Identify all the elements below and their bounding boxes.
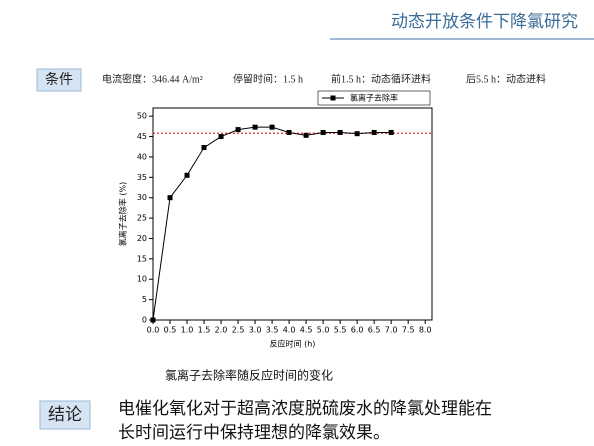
series-line [152,126,392,321]
point [184,172,190,178]
x-tick-label: 5.0 [317,326,330,335]
x-tick-label: 6.0 [351,326,364,335]
x-tick-label: 7.0 [385,326,398,335]
point [218,134,224,140]
point [167,195,173,201]
point [235,127,241,133]
point [286,129,292,135]
condition: 电流密度：346.44 A/m² [102,72,203,85]
legend-label: 氯离子去除率 [350,93,398,103]
x-tick-label: 5.5 [334,326,347,335]
y-tick-label: 45 [137,132,147,141]
legend-box [317,90,431,106]
plot-frame [152,107,433,321]
conclusion-box [39,400,91,430]
x-tick-label: 3.5 [266,326,279,335]
point [303,132,309,138]
y-tick-label: 20 [137,234,147,243]
point [388,129,394,135]
conclusion-text: 长时间运行中保持理想的降氯效果。 [118,423,390,443]
y-tick-label: 0 [142,316,147,325]
point [269,124,275,130]
x-tick-label: 4.5 [300,326,313,335]
point [252,124,258,130]
x-tick-label: 2.0 [215,326,228,335]
y-tick-label: 50 [137,112,147,121]
point [150,317,156,323]
condition: 后5.5 h：动态进料 [466,72,546,85]
point [320,129,326,135]
y-tick-label: 5 [142,295,147,304]
x-axis-label: 反应时间 (h) [270,339,316,349]
conclusion-text: 电催化氧化对于超高浓度脱硫废水的降氯处理能在 [118,399,492,419]
legend-marker [330,95,336,101]
x-tick-label: 1.0 [181,326,194,335]
conclusion-label: 结论 [48,405,82,425]
point [201,145,207,151]
point [371,129,377,135]
y-tick-label: 40 [137,152,147,161]
x-tick-label: 7.5 [402,326,415,335]
condition-box [36,68,82,92]
caption: 氯离子去除率随反应时间的变化 [165,368,333,383]
x-tick-label: 0.0 [147,326,160,335]
x-tick-label: 4.0 [283,326,296,335]
condition: 前1.5 h：动态循环进料 [331,72,431,85]
x-tick-label: 2.5 [232,326,245,335]
x-tick-label: 8.0 [419,326,432,335]
x-tick-label: 3.0 [249,326,262,335]
condition-label: 条件 [45,71,73,88]
slide-title: 动态开放条件下降氯研究 [391,12,578,32]
y-tick-label: 10 [137,275,147,284]
x-tick-label: 0.5 [164,326,177,335]
chart: 0 5 10 15 20 25 30 35 40 45 50 0.0 0.5 1.0 1.5 2.0 2.5 3.… [118,90,433,349]
y-axis-label: 氯离子去除率 (%) [118,182,128,246]
x-tick-label: 6.5 [368,326,381,335]
y-tick-label: 25 [137,214,147,223]
point [354,131,360,137]
y-tick-label: 35 [137,173,147,182]
point [337,129,343,135]
condition: 停留时间：1.5 h [233,72,303,85]
y-tick-label: 15 [137,254,147,263]
x-tick-label: 1.5 [198,326,211,335]
y-tick-label: 30 [137,193,147,202]
